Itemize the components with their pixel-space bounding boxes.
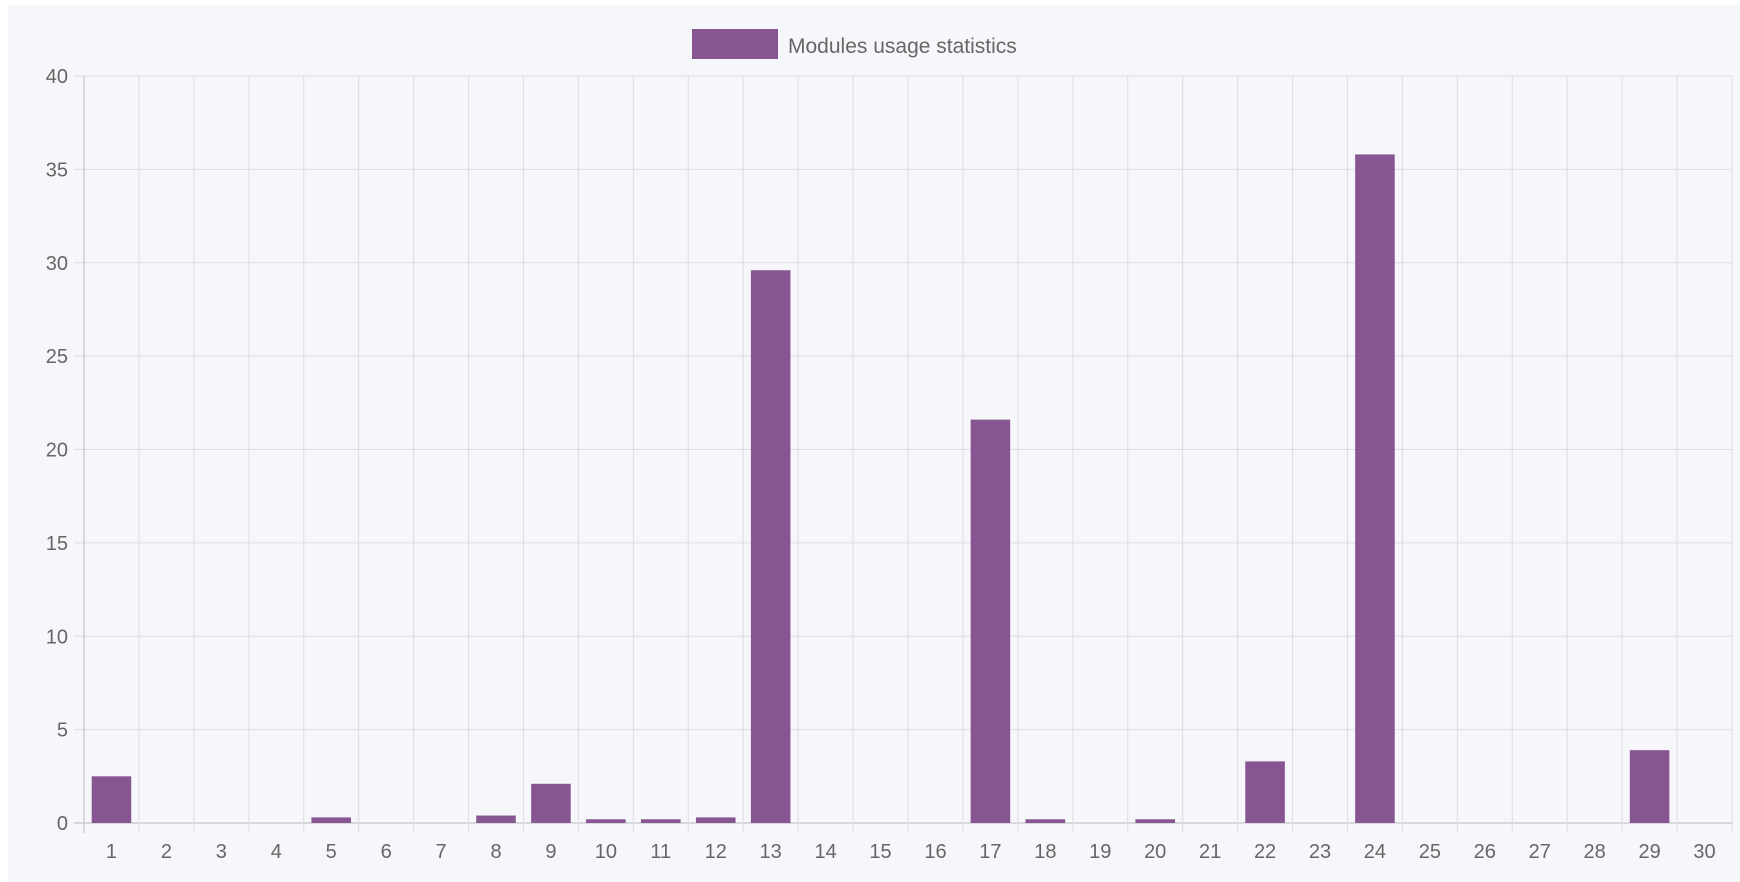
bar: [311, 817, 351, 823]
bar: [1025, 819, 1066, 823]
y-tick-label: 30: [46, 253, 68, 275]
x-tick-label: 14: [814, 841, 836, 863]
bar: [476, 815, 516, 823]
bar: [531, 783, 571, 823]
x-tick-label: 30: [1693, 841, 1715, 863]
y-tick-label: 25: [46, 346, 68, 368]
x-tick-label: 21: [1199, 841, 1221, 863]
legend[interactable]: Modules usage statistics: [692, 29, 1017, 59]
bar: [641, 819, 681, 823]
x-tick-label: 17: [979, 841, 1001, 863]
bar: [1245, 761, 1285, 823]
x-tick-label: 19: [1089, 841, 1111, 863]
bar: [91, 776, 132, 823]
bar: [1355, 154, 1395, 823]
bar: [586, 819, 626, 823]
bar: [1629, 750, 1670, 823]
x-tick-label: 5: [326, 841, 337, 863]
grid-lines: [74, 75, 1733, 833]
bars: [91, 154, 1670, 824]
x-tick-label: 10: [595, 841, 617, 863]
x-tick-label: 15: [869, 841, 891, 863]
x-tick-label: 11: [650, 841, 671, 863]
legend-swatch: [692, 29, 778, 59]
x-tick-label: 18: [1034, 841, 1056, 863]
x-tick-label: 3: [216, 841, 227, 863]
x-tick-label: 4: [271, 841, 282, 863]
y-tick-label: 40: [46, 66, 68, 88]
x-tick-label: 7: [436, 841, 447, 863]
y-tick-label: 20: [46, 440, 68, 462]
x-tick-label: 25: [1419, 841, 1441, 863]
x-tick-label: 1: [106, 841, 117, 863]
y-axis-ticks: 0 5 10 15 20 25 30 35 40: [46, 66, 68, 835]
x-tick-label: 6: [381, 841, 392, 863]
x-tick-label: 28: [1584, 841, 1606, 863]
x-tick-label: 22: [1254, 841, 1276, 863]
x-tick-label: 2: [161, 841, 172, 863]
x-tick-label: 9: [545, 841, 556, 863]
bar: [1135, 819, 1175, 823]
bar: [970, 419, 1011, 823]
y-tick-label: 0: [57, 813, 68, 835]
legend-label: Modules usage statistics: [788, 35, 1017, 58]
chart-container: 0 5 10 15 20 25 30 35 40 1 2 3 4 5 6 7 8 9 10 11 12 13 14 15 16…: [8, 5, 1740, 882]
y-tick-label: 15: [46, 533, 68, 555]
x-tick-label: 26: [1474, 841, 1496, 863]
x-tick-label: 12: [705, 841, 727, 863]
y-tick-label: 10: [46, 626, 68, 648]
x-axis-ticks: 1 2 3 4 5 6 7 8 9 10 11 12 13 14 15 16 17 18 19 20 21 22 23 24 2…: [106, 841, 1716, 863]
bar: [750, 270, 791, 824]
x-tick-label: 20: [1144, 841, 1166, 863]
bar: [695, 817, 736, 823]
x-tick-label: 24: [1364, 841, 1386, 863]
x-tick-label: 29: [1638, 841, 1660, 863]
x-tick-label: 27: [1529, 841, 1551, 863]
x-tick-label: 23: [1309, 841, 1331, 863]
y-tick-label: 5: [57, 720, 68, 742]
x-tick-label: 8: [490, 841, 501, 863]
y-tick-label: 35: [46, 159, 68, 181]
x-tick-label: 16: [924, 841, 946, 863]
x-tick-label: 13: [760, 841, 782, 863]
